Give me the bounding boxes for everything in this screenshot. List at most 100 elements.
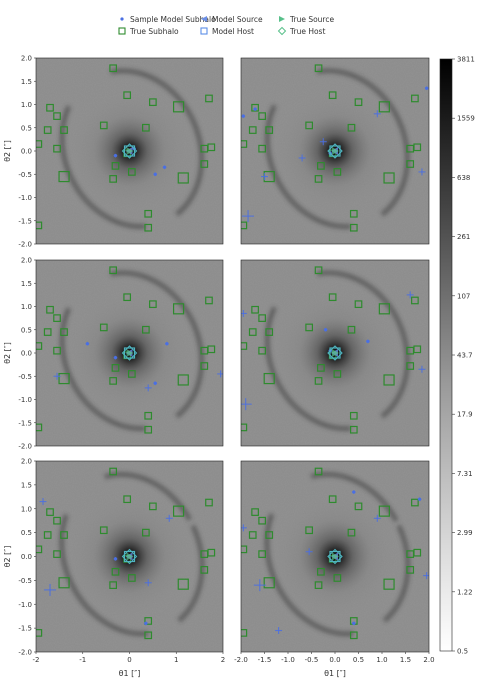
- legend-label: Model Host: [212, 27, 254, 36]
- true-subhalo-marker: [36, 342, 43, 350]
- true-subhalo-marker: [53, 550, 61, 558]
- model-subhalo-marker: [113, 557, 118, 561]
- true-subhalo-marker: [144, 617, 153, 625]
- true-subhalo-marker: [406, 566, 415, 574]
- true-host-marker: [121, 143, 138, 159]
- true-subhalo-marker: [36, 423, 43, 432]
- true-subhalo-marker: [200, 160, 209, 168]
- legend-marker-dot: [120, 17, 124, 21]
- x-tick-label: -2: [33, 656, 40, 664]
- true-subhalo-marker: [111, 162, 120, 170]
- panel-2: [240, 57, 430, 245]
- true-subhalo-marker: [127, 370, 136, 378]
- y-tick-label: -0.5: [18, 577, 32, 585]
- true-host-marker: [327, 345, 343, 361]
- model-subhalo-dot: [165, 342, 169, 346]
- model-subhalo-marker: [253, 107, 257, 111]
- true-subhalo-marker: [177, 374, 189, 386]
- true-subhalo-marker: [328, 91, 337, 100]
- panel-6: -2.0 -1.5 -1.0 -0.5 0.0 0.5 1.0 1.5 2.0 θ1 [″]: [234, 460, 435, 678]
- true-subhalo-marker: [53, 346, 61, 355]
- y-tick-label: -2.0: [18, 443, 32, 451]
- true-subhalo-marker: [317, 364, 325, 372]
- true-subhalo-marker: [248, 531, 257, 539]
- true-subhalo-marker: [149, 98, 157, 107]
- true-subhalo-marker: [172, 505, 185, 517]
- model-subhalo-marker: [113, 153, 118, 158]
- y-tick-label: 1.5: [21, 481, 32, 489]
- true-subhalo-marker: [378, 101, 390, 113]
- true-subhalo-marker: [333, 168, 342, 176]
- model-subhalo-dot: [241, 114, 245, 118]
- y-tick-label: 2.0: [21, 257, 32, 265]
- lens-image: [36, 58, 223, 244]
- true-subhalo-marker: [314, 64, 323, 73]
- true-subhalo-marker: [241, 221, 248, 230]
- panel-3: 2.0 1.5 1.0 0.5 0.0 -0.5 -1.0 -1.5 -2.0 θ2 [″]: [3, 257, 224, 451]
- y-axis-label: θ2 [″]: [3, 342, 12, 364]
- x-tick-label: -1: [79, 656, 86, 664]
- y-tick-label: 2.0: [21, 458, 32, 466]
- true-subhalo-marker: [53, 516, 61, 525]
- true-subhalo-marker: [142, 528, 150, 537]
- true-subhalo-marker: [347, 325, 356, 334]
- true-subhalo-marker: [205, 498, 213, 507]
- true-subhalo-marker: [314, 266, 323, 275]
- true-host-marker: [121, 345, 138, 361]
- y-tick-label: -1.5: [18, 419, 32, 427]
- true-subhalo-marker: [411, 94, 419, 103]
- true-subhalo-marker: [144, 223, 153, 232]
- true-subhalo-marker: [43, 531, 52, 539]
- model-subhalo-marker: [373, 110, 381, 118]
- lensed-arc: [264, 471, 411, 637]
- colorbar-gradient: [440, 59, 452, 651]
- y-tick-label: 0.5: [21, 326, 32, 334]
- model-subhalo-dot: [153, 381, 157, 385]
- true-subhalo-marker: [177, 578, 189, 590]
- model-host-marker: [329, 145, 341, 157]
- true-subhalo-marker: [305, 526, 313, 535]
- colorbar: 3811 1559 638 261 107 43.7 17.9 7.31 2.99 1.22 0.5: [439, 56, 475, 656]
- model-host-marker: [329, 347, 341, 359]
- legend-label: True Subhalo: [129, 27, 179, 36]
- y-tick-label: 0.5: [21, 124, 32, 132]
- lensed-arc: [59, 471, 205, 637]
- legend-marker-diamond: [277, 26, 287, 36]
- model-subhalo-marker: [242, 210, 255, 223]
- true-source-marker: [332, 147, 339, 155]
- true-source-marker: [332, 349, 339, 357]
- legend-marker-square: [200, 27, 208, 35]
- true-subhalo-marker: [109, 64, 117, 73]
- x-tick-label: 1.5: [400, 656, 411, 664]
- true-subhalo-marker: [99, 526, 108, 535]
- y-tick-label: -1.0: [18, 396, 32, 404]
- true-subhalo-marker: [36, 629, 43, 637]
- colorbar-tick-label: 261: [457, 233, 470, 241]
- true-subhalo-marker: [317, 162, 325, 170]
- true-subhalo-marker: [149, 300, 157, 309]
- true-subhalo-marker: [383, 374, 395, 386]
- true-subhalo-marker: [263, 577, 275, 589]
- true-subhalo-marker: [248, 328, 257, 336]
- model-subhalo-marker: [241, 114, 246, 118]
- colorbar-tick-label: 2.99: [457, 529, 473, 537]
- x-tick-label: 1.0: [376, 656, 387, 664]
- true-subhalo-marker: [144, 209, 153, 218]
- true-subhalo-marker: [258, 516, 266, 525]
- true-subhalo-marker: [241, 629, 248, 637]
- true-subhalo-marker: [413, 345, 422, 354]
- true-host-marker: [327, 548, 343, 565]
- true-subhalo-marker: [411, 296, 419, 305]
- y-tick-label: -0.5: [18, 171, 32, 179]
- true-subhalo-marker: [58, 170, 70, 183]
- model-subhalo-marker: [319, 138, 327, 146]
- model-subhalo-marker: [165, 514, 173, 522]
- colorbar-tick-label: 107: [457, 292, 470, 300]
- true-subhalo-marker: [251, 305, 259, 314]
- true-subhalo-marker: [172, 101, 185, 113]
- model-subhalo-dot: [418, 497, 422, 501]
- true-subhalo-marker: [60, 531, 68, 539]
- true-subhalo-marker: [328, 495, 337, 504]
- model-host-marker: [123, 145, 136, 157]
- true-subhalo-marker: [36, 221, 43, 230]
